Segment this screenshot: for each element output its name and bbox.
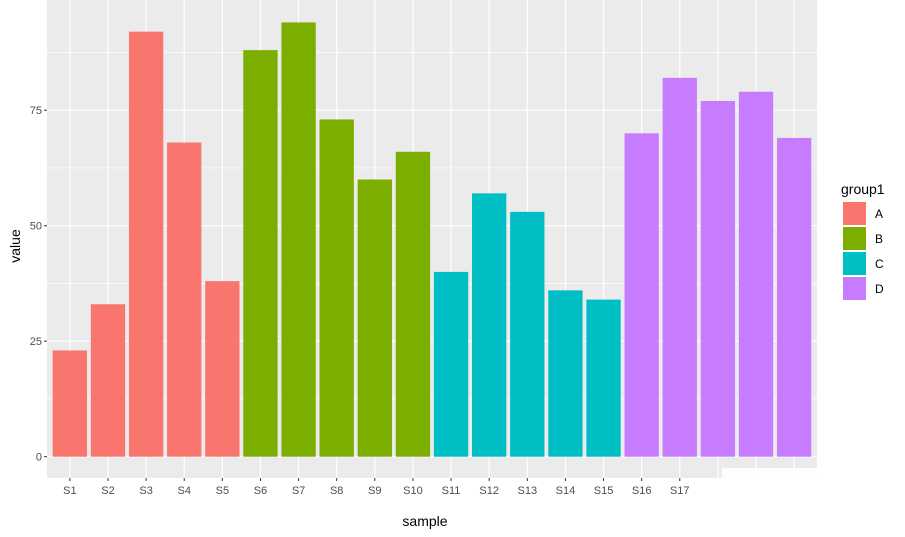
x-tick-label: S8 (330, 485, 343, 497)
bar-3 (128, 31, 164, 457)
bar-11 (433, 271, 469, 457)
bar-7 (281, 22, 316, 457)
bar-14 (548, 290, 583, 457)
x-tick-label: S17 (670, 485, 690, 497)
bar-9 (357, 179, 392, 457)
x-tick-label: S14 (556, 485, 576, 497)
bar-16 (624, 133, 659, 457)
x-tick-label: S6 (254, 485, 267, 497)
x-axis: S1 S2 S3 S4 S5 S6 S7 S8 S9 S10 S11 S12 S13 S14 S15 S16 S… (63, 478, 690, 497)
y-tick-label: 0 (36, 452, 42, 464)
bar-4 (167, 142, 202, 457)
bar-6 (243, 50, 278, 457)
bars (52, 22, 812, 457)
legend-key-B (843, 227, 866, 250)
legend-label: B (875, 232, 883, 246)
legend-title: group1 (841, 181, 885, 197)
y-tick-label: 25 (30, 336, 42, 348)
x-tick-label: S10 (403, 485, 423, 497)
bar-18 (700, 100, 736, 457)
x-tick-label: S16 (632, 485, 652, 497)
legend-label: A (875, 207, 883, 221)
legend-key-D (843, 277, 866, 300)
bar-13 (510, 211, 545, 457)
bar-1 (52, 350, 88, 457)
legend-key-A (843, 202, 866, 225)
watermark-cover (722, 468, 822, 490)
x-tick-label: S13 (518, 485, 538, 497)
bar-10 (395, 151, 431, 457)
bar-2 (90, 304, 126, 457)
y-axis-title: value (7, 229, 23, 263)
bar-8 (319, 119, 354, 457)
bar-17 (662, 77, 697, 457)
bar-5 (205, 281, 240, 457)
x-tick-label: S1 (63, 485, 76, 497)
bar-15 (586, 299, 621, 457)
y-tick-label: 50 (30, 221, 42, 233)
x-tick-label: S11 (442, 485, 461, 497)
x-tick-label: S5 (216, 485, 229, 497)
bar-20 (776, 137, 812, 457)
legend-label: D (875, 282, 884, 296)
legend-label: C (875, 257, 884, 271)
bar-19 (738, 91, 774, 457)
x-tick-label: S12 (479, 485, 499, 497)
x-tick-label: S3 (139, 485, 152, 497)
x-tick-label: S7 (292, 485, 305, 497)
legend-key-C (843, 252, 866, 275)
x-tick-label: S15 (594, 485, 614, 497)
x-axis-title: sample (402, 513, 447, 529)
y-tick-label: 75 (30, 105, 42, 117)
x-tick-label: S2 (101, 485, 114, 497)
bar-12 (472, 193, 507, 457)
x-tick-label: S9 (368, 485, 381, 497)
x-tick-label: S4 (177, 485, 190, 497)
y-axis: 0 25 50 75 (30, 105, 47, 464)
